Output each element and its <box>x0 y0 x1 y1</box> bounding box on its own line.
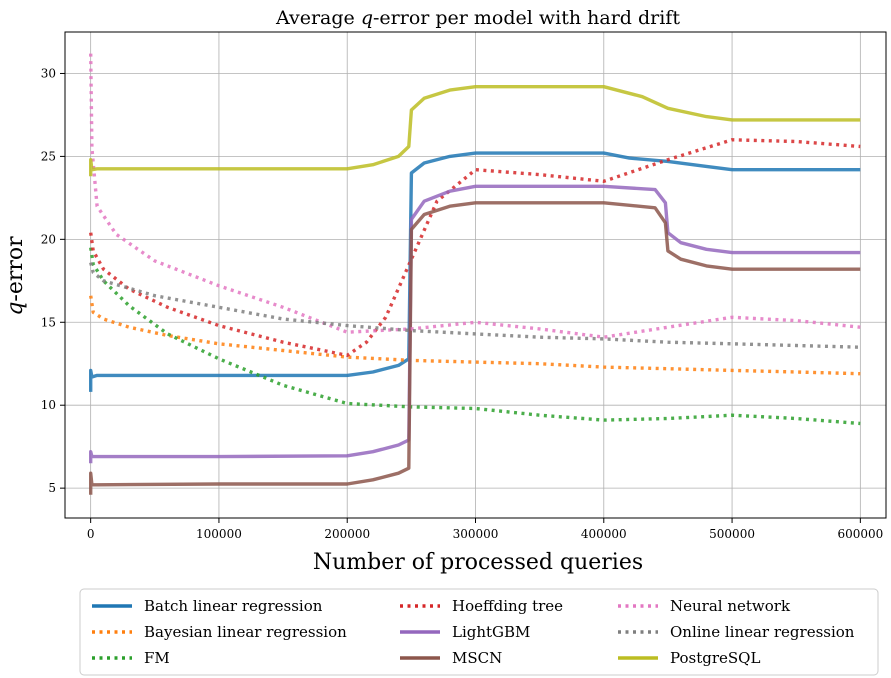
legend-label-bayesian-linear-regression: Bayesian linear regression <box>144 623 347 641</box>
series-line-bayesian-linear-regression <box>89 295 861 376</box>
title-suffix: -error per model with hard drift <box>373 7 680 29</box>
series-line-lightgbm <box>89 184 861 464</box>
series-line-fm <box>89 247 861 426</box>
y-tick-label: 10 <box>41 398 56 412</box>
legend-label-mscn: MSCN <box>452 649 502 667</box>
series-line-mscn <box>89 201 861 495</box>
x-axis-label: Number of processed queries <box>313 550 643 575</box>
x-tick-label: 600000 <box>837 527 883 541</box>
x-tick-label: 400000 <box>581 527 627 541</box>
legend-label-hoeffding-tree: Hoeffding tree <box>452 597 563 615</box>
series-line-hoeffding-tree <box>89 138 861 358</box>
x-tick-label: 300000 <box>453 527 499 541</box>
x-tick-label: 200000 <box>324 527 370 541</box>
y-tick-label: 20 <box>41 232 56 246</box>
legend-label-neural-network: Neural network <box>670 597 791 615</box>
legend-label-postgresql: PostgreSQL <box>670 649 760 667</box>
title-prefix: Average <box>275 7 361 29</box>
legend-items: Batch linear regression Bayesian linear r… <box>92 597 855 667</box>
axis-ticks: 0 100000 200000 300000 400000 500000 600000 5 10… <box>41 66 884 541</box>
title-italic-q: q <box>361 7 373 29</box>
legend-label-lightgbm: LightGBM <box>452 623 530 641</box>
y-tick-label: 15 <box>41 315 56 329</box>
legend-box <box>79 588 879 676</box>
series-layer <box>89 53 861 495</box>
x-tick-label: 100000 <box>196 527 242 541</box>
x-tick-label: 0 <box>87 527 95 541</box>
y-tick-label: 25 <box>41 149 56 163</box>
x-tick-label: 500000 <box>709 527 755 541</box>
grid-lines <box>65 32 886 518</box>
y-tick-label: 5 <box>48 481 56 495</box>
legend-label-online-linear-regression: Online linear regression <box>670 623 855 641</box>
y-axis-label: q-error <box>3 236 28 316</box>
legend-label-fm: FM <box>144 649 170 667</box>
y-tick-label: 30 <box>41 66 56 80</box>
chart-title: Average q-error per model with hard drif… <box>275 7 680 29</box>
legend-label-batch-linear-regression: Batch linear regression <box>144 597 323 615</box>
series-line-postgresql <box>89 85 861 177</box>
ylabel-italic-q: q <box>3 302 28 316</box>
ylabel-suffix: -error <box>3 236 28 302</box>
legend: Batch linear regression Bayesian linear r… <box>79 588 879 676</box>
